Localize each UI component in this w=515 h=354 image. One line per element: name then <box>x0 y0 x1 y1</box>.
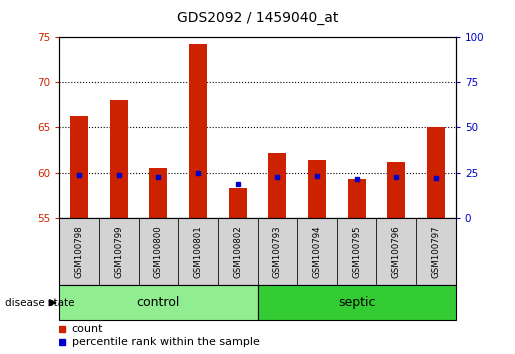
Bar <box>297 218 337 285</box>
Text: GSM100801: GSM100801 <box>194 225 202 278</box>
Bar <box>218 218 258 285</box>
Bar <box>258 218 297 285</box>
Bar <box>308 160 326 218</box>
Text: GSM100800: GSM100800 <box>154 225 163 278</box>
Bar <box>376 218 416 285</box>
Text: GSM100794: GSM100794 <box>313 225 321 278</box>
Text: GSM100793: GSM100793 <box>273 225 282 278</box>
Bar <box>348 179 366 218</box>
Bar <box>416 218 456 285</box>
Bar <box>59 218 99 285</box>
Text: GSM100802: GSM100802 <box>233 225 242 278</box>
Bar <box>268 153 286 218</box>
Bar <box>258 285 456 320</box>
Text: GDS2092 / 1459040_at: GDS2092 / 1459040_at <box>177 11 338 25</box>
Text: GSM100796: GSM100796 <box>392 225 401 278</box>
Bar <box>59 285 258 320</box>
Text: GSM100798: GSM100798 <box>75 225 83 278</box>
Text: septic: septic <box>338 296 375 309</box>
Text: count: count <box>72 324 103 334</box>
Text: percentile rank within the sample: percentile rank within the sample <box>72 337 260 347</box>
Text: GSM100799: GSM100799 <box>114 225 123 278</box>
Bar <box>178 218 218 285</box>
Bar <box>427 127 445 218</box>
Bar <box>229 188 247 218</box>
Text: GSM100795: GSM100795 <box>352 225 361 278</box>
Bar <box>110 101 128 218</box>
Text: disease state: disease state <box>5 298 75 308</box>
Bar <box>149 168 167 218</box>
Text: GSM100797: GSM100797 <box>432 225 440 278</box>
Bar <box>189 44 207 218</box>
Bar <box>139 218 178 285</box>
Bar <box>337 218 376 285</box>
Text: control: control <box>136 296 180 309</box>
Bar <box>387 162 405 218</box>
Bar <box>99 218 139 285</box>
Bar <box>70 116 88 218</box>
